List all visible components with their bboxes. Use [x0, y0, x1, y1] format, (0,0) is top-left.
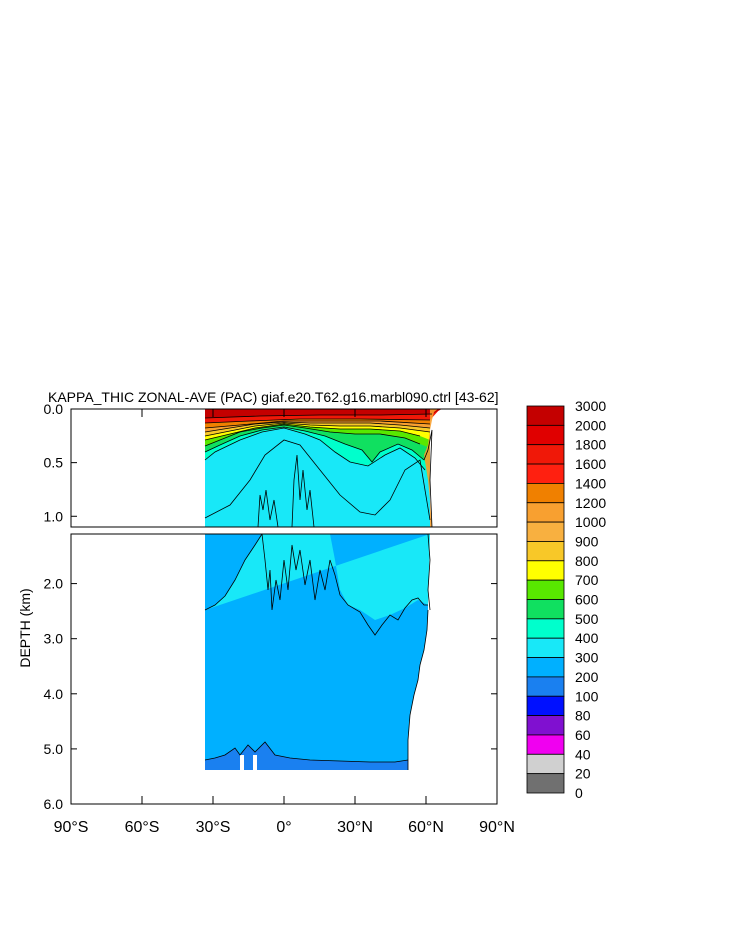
colorbar-label: 80	[575, 708, 591, 724]
colorbar-label: 200	[575, 669, 599, 685]
x-tick-label: 0°	[276, 819, 291, 836]
colorbar-swatch	[526, 657, 565, 678]
fill-300-400-lower	[205, 534, 430, 620]
colorbar-swatch	[526, 541, 565, 562]
colorbar-label: 400	[575, 630, 599, 646]
colorbar-label: 1000	[575, 514, 606, 530]
y-axis-label: DEPTH (km)	[17, 588, 33, 667]
y-tick-label: 0.0	[44, 401, 64, 417]
northern-wall-fills	[424, 409, 438, 527]
y-tick-label: 4.0	[44, 686, 64, 702]
colorbar-swatch	[526, 424, 565, 446]
colorbar-swatch	[526, 521, 565, 542]
y-tick-label: 2.0	[44, 576, 64, 592]
colorbar-label: 1600	[575, 456, 606, 472]
colorbar-label: 800	[575, 553, 599, 569]
x-tick-label: 60°N	[408, 819, 444, 836]
colorbar-label: 3000	[575, 398, 606, 414]
colorbar-swatch	[526, 773, 565, 794]
colorbar-label: 600	[575, 592, 599, 608]
colorbar-label: 100	[575, 688, 599, 704]
colorbar-swatch	[526, 637, 565, 658]
colorbar-label: 500	[575, 611, 599, 627]
fill-100-200-north	[408, 610, 430, 770]
x-tick-label: 90°N	[479, 819, 515, 836]
colorbar-label: 40	[575, 746, 591, 762]
colorbar-label: 1200	[575, 495, 606, 511]
y-tick-label: 3.0	[44, 631, 64, 647]
colorbar-swatch	[526, 734, 565, 755]
colorbar-swatch	[526, 482, 565, 504]
colorbar-label: 300	[575, 650, 599, 666]
gap-2	[253, 755, 257, 770]
colorbar-swatch	[526, 676, 565, 697]
colorbar-label: 900	[575, 533, 599, 549]
colorbar-swatch	[526, 405, 565, 426]
upper-panel-fills	[205, 409, 442, 527]
colorbar-swatch	[526, 502, 565, 523]
colorbar-label: 0	[575, 785, 583, 801]
x-tick-label: 30°S	[196, 819, 231, 836]
lower-y-axis: 2.0 3.0 4.0 5.0 6.0	[44, 576, 497, 812]
chart-title: KAPPA_THIC ZONAL-AVE (PAC) giaf.e20.T62.…	[48, 389, 499, 405]
colorbar-label: 2000	[575, 417, 606, 433]
colorbar-label: 1400	[575, 475, 606, 491]
lower-panel-fills	[205, 534, 430, 770]
colorbar-swatch	[526, 444, 565, 465]
y-tick-label: 1.0	[44, 508, 64, 524]
colorbar-swatch	[526, 579, 565, 600]
colorbar-swatch	[526, 695, 565, 717]
upper-y-axis: 0.0 0.5 1.0	[44, 401, 497, 524]
colorbar-swatch	[526, 560, 565, 581]
x-tick-label: 90°S	[54, 819, 89, 836]
y-tick-label: 5.0	[44, 741, 64, 757]
gap-1	[240, 755, 244, 770]
colorbar-swatch	[526, 715, 565, 736]
colorbar-swatch	[526, 599, 565, 620]
colorbar-label: 1800	[575, 437, 606, 453]
y-tick-label: 6.0	[44, 796, 64, 812]
x-tick-label: 30°N	[337, 819, 373, 836]
colorbar-label: 700	[575, 572, 599, 588]
colorbar-label: 20	[575, 766, 591, 782]
colorbar-swatch	[526, 463, 565, 484]
y-tick-label: 0.5	[44, 455, 64, 471]
x-axis: 90°S 60°S 30°S 0° 30°N 60°N 90°N	[54, 409, 515, 836]
colorbar-label: 60	[575, 727, 591, 743]
upper-panel-contours	[204, 413, 433, 527]
colorbar: 3000200018001600140012001000900800700600…	[526, 398, 606, 801]
x-tick-label: 60°S	[125, 819, 160, 836]
colorbar-swatch	[526, 753, 565, 775]
colorbar-swatch	[526, 618, 565, 639]
lower-panel-contours	[204, 534, 431, 770]
